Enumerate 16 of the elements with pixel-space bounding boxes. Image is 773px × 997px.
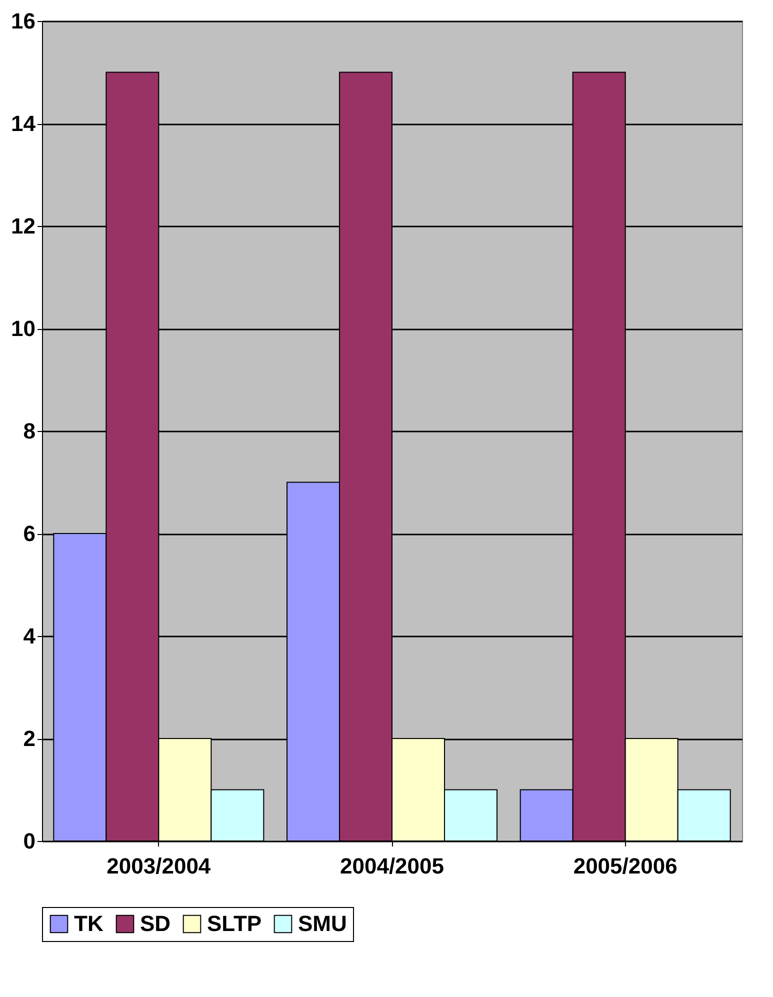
legend-label: TK — [74, 911, 104, 936]
legend-label: SLTP — [207, 911, 262, 936]
legend-label: SD — [140, 911, 171, 936]
x-tick-label: 2003/2004 — [106, 854, 212, 878]
y-tick-label: 6 — [23, 521, 36, 546]
y-tick-label: 2 — [23, 726, 36, 751]
y-tick-label: 12 — [11, 214, 36, 238]
y-tick-label: 0 — [23, 828, 36, 854]
y-tick-label: 14 — [11, 111, 36, 136]
y-tick-label: 16 — [11, 8, 36, 34]
x-tick-label: 2004/2005 — [340, 854, 444, 878]
y-tick-label: 10 — [11, 316, 36, 341]
legend-label: SMU — [298, 911, 347, 936]
x-tick-label: 2005/2006 — [573, 854, 678, 878]
y-tick-label: 8 — [23, 418, 36, 444]
y-tick-label: 4 — [23, 624, 36, 648]
